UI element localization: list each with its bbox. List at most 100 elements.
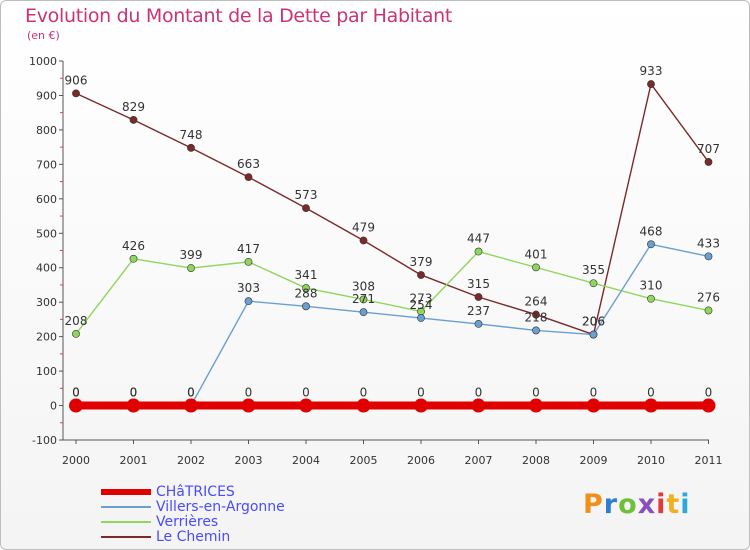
data-label-chatrices: 0	[590, 386, 598, 400]
data-label-chatrices: 0	[705, 386, 713, 400]
series-line-verrieres	[75, 250, 709, 335]
series-line-le-chemin	[75, 83, 710, 336]
data-label-chatrices: 0	[130, 386, 138, 400]
data-label-villers-en-argonne: 0	[187, 386, 195, 400]
data-point-chatrices	[69, 398, 83, 413]
data-point-verrieres	[302, 284, 310, 292]
data-point-villers-en-argonne	[359, 308, 368, 317]
data-point-villers-en-argonne	[302, 302, 310, 311]
x-tick-label: 2008	[522, 454, 550, 467]
data-point-verrieres	[72, 329, 80, 338]
data-label-villers-en-argonne: 254	[410, 298, 433, 312]
y-tick-label: 400	[36, 262, 57, 275]
data-label-le-chemin: 906	[65, 73, 88, 87]
data-point-le-chemin	[532, 310, 540, 319]
data-point-chatrices	[471, 398, 486, 413]
data-point-chatrices	[644, 398, 658, 413]
data-label-chatrices: 0	[417, 386, 425, 400]
x-tick-label: 2000	[62, 454, 90, 467]
data-label-chatrices: 0	[532, 386, 540, 400]
data-label-verrieres: 355	[582, 263, 605, 277]
data-label-chatrices: 0	[245, 386, 253, 400]
y-tick-label: 700	[36, 158, 57, 171]
data-label-villers-en-argonne: 468	[640, 224, 663, 238]
data-point-le-chemin	[704, 158, 713, 166]
data-label-verrieres: 399	[180, 248, 203, 262]
data-label-le-chemin: 479	[352, 221, 375, 235]
data-point-chatrices	[414, 398, 428, 413]
y-tick-label: 300	[36, 296, 57, 309]
legend-swatch	[101, 489, 151, 495]
data-label-le-chemin: 573	[295, 188, 318, 202]
data-label-le-chemin: 206	[582, 315, 605, 329]
brand-logo: Proxiti	[583, 489, 691, 520]
data-point-villers-en-argonne	[589, 330, 598, 339]
data-point-verrieres	[359, 295, 368, 304]
x-tick-label: 2001	[120, 454, 148, 467]
data-label-le-chemin: 315	[467, 277, 490, 291]
data-point-villers-en-argonne	[417, 314, 425, 322]
y-tick-label: 1000	[29, 55, 57, 68]
data-label-verrieres: 308	[352, 279, 375, 293]
data-point-verrieres	[129, 254, 138, 263]
x-tick-label: 2003	[235, 454, 263, 467]
chart-title: Evolution du Montant de la Dette par Hab…	[25, 5, 453, 27]
data-point-verrieres	[647, 294, 655, 303]
data-point-chatrices	[701, 398, 716, 413]
y-tick-label: 100	[36, 365, 57, 378]
x-tick-label: 2011	[695, 454, 723, 467]
data-label-le-chemin: 707	[697, 142, 720, 156]
data-point-villers-en-argonne	[532, 326, 540, 335]
legend-label: CHâTRICES	[156, 484, 235, 500]
data-label-villers-en-argonne: 288	[295, 286, 318, 300]
y-tick-label: 500	[36, 227, 57, 240]
data-point-chatrices	[356, 398, 371, 413]
data-label-chatrices: 0	[360, 386, 368, 400]
data-point-chatrices	[126, 398, 141, 413]
data-point-verrieres	[589, 279, 598, 288]
data-label-villers-en-argonne: 303	[237, 281, 260, 295]
y-tick-label: -100	[32, 434, 57, 447]
data-label-le-chemin: 748	[180, 128, 203, 142]
data-label-villers-en-argonne: 433	[697, 236, 720, 250]
x-tick-label: 2004	[292, 454, 320, 467]
data-point-chatrices	[241, 398, 256, 413]
y-tick-label: 200	[36, 331, 57, 344]
y-tick-label: 900	[36, 89, 57, 102]
data-point-chatrices	[299, 398, 313, 413]
data-point-le-chemin	[187, 143, 195, 152]
legend-label: Villers-en-Argonne	[156, 499, 285, 515]
data-label-le-chemin: 663	[237, 157, 260, 171]
data-point-le-chemin	[72, 89, 80, 98]
chart-subtitle: (en €)	[27, 29, 60, 42]
y-tick-label: 600	[36, 193, 57, 206]
data-label-villers-en-argonne: 0	[130, 386, 138, 400]
y-tick-label: 0	[50, 400, 57, 413]
data-point-verrieres	[474, 247, 483, 256]
x-tick-label: 2010	[637, 454, 665, 467]
data-label-chatrices: 0	[187, 386, 195, 400]
data-label-chatrices: 0	[475, 386, 483, 400]
legend-label: Verrières	[156, 514, 219, 530]
data-label-villers-en-argonne: 218	[525, 310, 548, 324]
data-point-chatrices	[586, 398, 601, 413]
legend-swatch	[101, 521, 151, 523]
data-label-verrieres: 417	[237, 242, 260, 256]
data-label-verrieres: 310	[640, 279, 663, 293]
data-point-verrieres	[532, 263, 540, 272]
data-point-villers-en-argonne	[244, 297, 253, 306]
data-label-villers-en-argonne: 237	[467, 304, 490, 318]
data-label-chatrices: 0	[647, 386, 655, 400]
x-tick-label: 2005	[350, 454, 378, 467]
data-label-verrieres: 426	[122, 239, 145, 253]
data-label-chatrices: 0	[72, 386, 80, 400]
data-label-verrieres: 401	[525, 247, 548, 261]
data-point-verrieres	[187, 264, 195, 272]
data-point-chatrices	[529, 398, 543, 413]
data-label-le-chemin: 829	[122, 100, 145, 114]
data-label-villers-en-argonne: 271	[352, 292, 375, 306]
data-point-villers-en-argonne	[474, 319, 483, 328]
data-point-chatrices	[184, 398, 198, 413]
